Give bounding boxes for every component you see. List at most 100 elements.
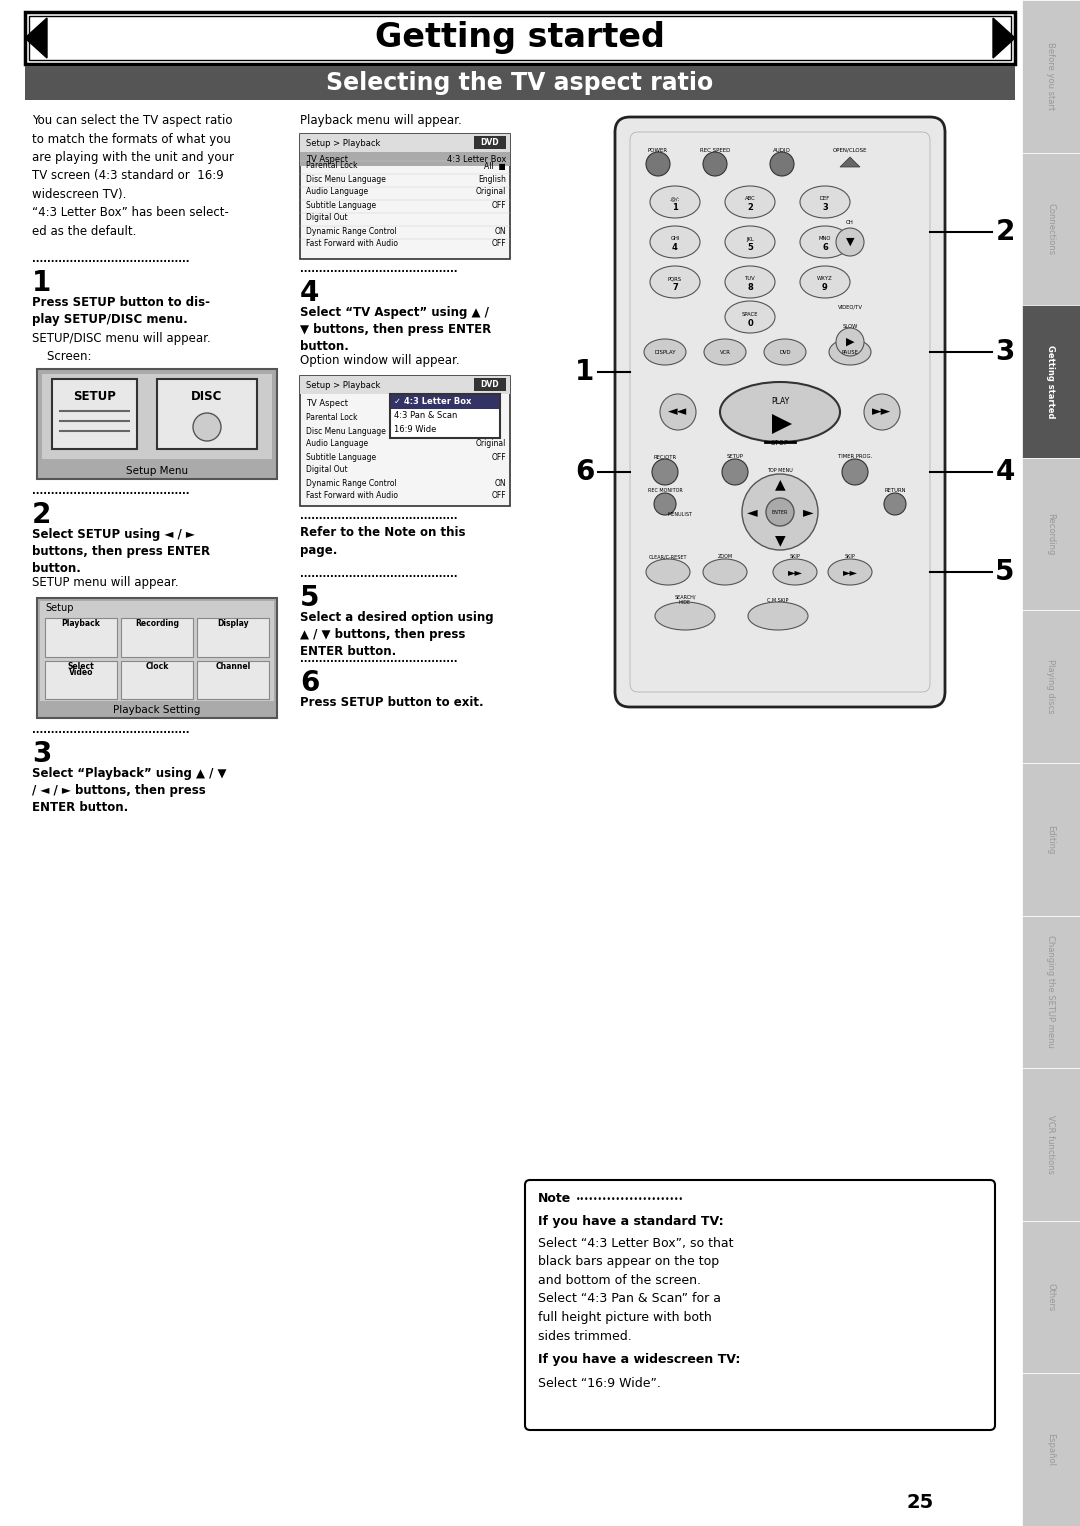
Text: 7: 7 xyxy=(672,284,678,293)
Text: Parental Lock: Parental Lock xyxy=(306,414,357,423)
Ellipse shape xyxy=(828,559,872,584)
Text: PAUSE: PAUSE xyxy=(841,349,859,354)
Text: WXYZ: WXYZ xyxy=(818,276,833,281)
Bar xyxy=(1022,916,1080,1068)
Text: TIMER PROG.: TIMER PROG. xyxy=(838,455,872,459)
Text: DVD: DVD xyxy=(780,349,791,354)
Text: Option window will appear.: Option window will appear. xyxy=(300,354,460,366)
Text: ▼: ▼ xyxy=(774,533,785,546)
Text: JKL: JKL xyxy=(746,237,754,241)
Text: ◄◄: ◄◄ xyxy=(669,406,688,418)
Bar xyxy=(391,395,499,409)
Ellipse shape xyxy=(646,559,690,584)
Circle shape xyxy=(654,493,676,514)
Text: Recording: Recording xyxy=(135,620,179,629)
Text: Connections: Connections xyxy=(1047,203,1055,255)
Text: 16:9 Wide: 16:9 Wide xyxy=(394,426,436,435)
Text: 25: 25 xyxy=(906,1492,933,1511)
Ellipse shape xyxy=(725,186,775,218)
Circle shape xyxy=(836,328,864,356)
Text: Digital Out: Digital Out xyxy=(306,465,348,475)
Bar xyxy=(474,378,507,391)
Text: Others: Others xyxy=(1047,1283,1055,1311)
Text: RETURN: RETURN xyxy=(885,487,906,493)
Text: ON: ON xyxy=(495,226,507,235)
Text: DVD: DVD xyxy=(481,137,499,146)
Text: 6: 6 xyxy=(822,244,828,252)
Bar xyxy=(1022,610,1080,763)
Bar xyxy=(121,661,193,699)
Text: Changing the SETUP menu: Changing the SETUP menu xyxy=(1047,935,1055,1048)
Ellipse shape xyxy=(800,226,850,258)
Text: Select “TV Aspect” using ▲ /
▼ buttons, then press ENTER
button.: Select “TV Aspect” using ▲ / ▼ buttons, … xyxy=(300,307,491,353)
Bar xyxy=(1022,1068,1080,1221)
Ellipse shape xyxy=(800,186,850,218)
Text: 2: 2 xyxy=(747,203,753,212)
Text: ••••••••••••••••••••••••: •••••••••••••••••••••••• xyxy=(576,1195,684,1204)
Bar xyxy=(25,66,1015,101)
Text: SLOW: SLOW xyxy=(842,325,858,330)
Text: ..........................................: ........................................… xyxy=(32,485,189,496)
Text: Disc Menu Language: Disc Menu Language xyxy=(306,426,386,435)
Circle shape xyxy=(703,153,727,175)
Text: 1: 1 xyxy=(32,269,51,298)
Circle shape xyxy=(766,497,794,526)
Text: Before you start: Before you start xyxy=(1047,43,1055,110)
Text: SETUP: SETUP xyxy=(727,455,743,459)
Bar xyxy=(300,134,510,259)
Text: ►►: ►► xyxy=(842,568,858,577)
Text: Playback Setting: Playback Setting xyxy=(113,705,201,716)
Text: SEARCH/
HIDE: SEARCH/ HIDE xyxy=(674,595,696,606)
Text: TV Aspect: TV Aspect xyxy=(306,154,348,163)
Bar xyxy=(42,374,272,459)
Ellipse shape xyxy=(650,186,700,218)
Text: POWER: POWER xyxy=(648,148,669,153)
Text: SKIP: SKIP xyxy=(789,554,800,560)
Text: Getting started: Getting started xyxy=(1047,345,1055,418)
Ellipse shape xyxy=(725,301,775,333)
Text: Editing: Editing xyxy=(1047,824,1055,855)
Text: Select “4:3 Letter Box”, so that
black bars appear on the top
and bottom of the : Select “4:3 Letter Box”, so that black b… xyxy=(538,1238,733,1343)
Text: Playback: Playback xyxy=(62,620,100,629)
Text: Subtitle Language: Subtitle Language xyxy=(306,453,376,461)
Text: Playback menu will appear.: Playback menu will appear. xyxy=(300,114,462,127)
Text: TV Aspect: TV Aspect xyxy=(306,400,348,409)
Ellipse shape xyxy=(650,226,700,258)
Text: SKIP: SKIP xyxy=(845,554,855,560)
Bar xyxy=(37,598,276,719)
Text: Fast Forward with Audio: Fast Forward with Audio xyxy=(306,240,399,249)
Text: VCR: VCR xyxy=(719,349,730,354)
Text: 2: 2 xyxy=(996,218,1015,246)
Text: .@/:: .@/: xyxy=(670,197,680,201)
Text: AUDIO: AUDIO xyxy=(773,148,791,153)
Bar xyxy=(45,618,117,656)
Text: ..........................................: ........................................… xyxy=(32,253,189,264)
Text: VIDEO/TV: VIDEO/TV xyxy=(837,305,863,310)
Text: Selecting the TV aspect ratio: Selecting the TV aspect ratio xyxy=(326,72,714,95)
Text: Select a desired option using
▲ / ▼ buttons, then press
ENTER button.: Select a desired option using ▲ / ▼ butt… xyxy=(300,610,494,658)
Ellipse shape xyxy=(725,266,775,298)
Bar xyxy=(121,618,193,656)
Text: SPACE: SPACE xyxy=(742,311,758,316)
Circle shape xyxy=(652,459,678,485)
Text: 4: 4 xyxy=(300,279,320,307)
Text: MNO: MNO xyxy=(819,237,832,241)
Ellipse shape xyxy=(773,559,816,584)
Text: ..........................................: ........................................… xyxy=(300,655,458,664)
Text: 9: 9 xyxy=(822,284,828,293)
Text: 3: 3 xyxy=(996,337,1015,366)
Bar xyxy=(52,378,137,449)
Text: 4:3 Letter Box: 4:3 Letter Box xyxy=(447,154,507,163)
Bar xyxy=(45,661,117,699)
Text: STOP: STOP xyxy=(771,439,789,446)
Text: 3: 3 xyxy=(32,740,52,768)
Ellipse shape xyxy=(644,339,686,365)
Text: If you have a standard TV:: If you have a standard TV: xyxy=(538,1215,724,1228)
Text: Disc Menu Language: Disc Menu Language xyxy=(306,174,386,183)
Ellipse shape xyxy=(748,601,808,630)
Text: OFF: OFF xyxy=(491,200,507,209)
Bar xyxy=(474,136,507,150)
Text: Refer to the Note on this
page.: Refer to the Note on this page. xyxy=(300,526,465,557)
Ellipse shape xyxy=(704,339,746,365)
Text: Setup Menu: Setup Menu xyxy=(126,465,188,476)
